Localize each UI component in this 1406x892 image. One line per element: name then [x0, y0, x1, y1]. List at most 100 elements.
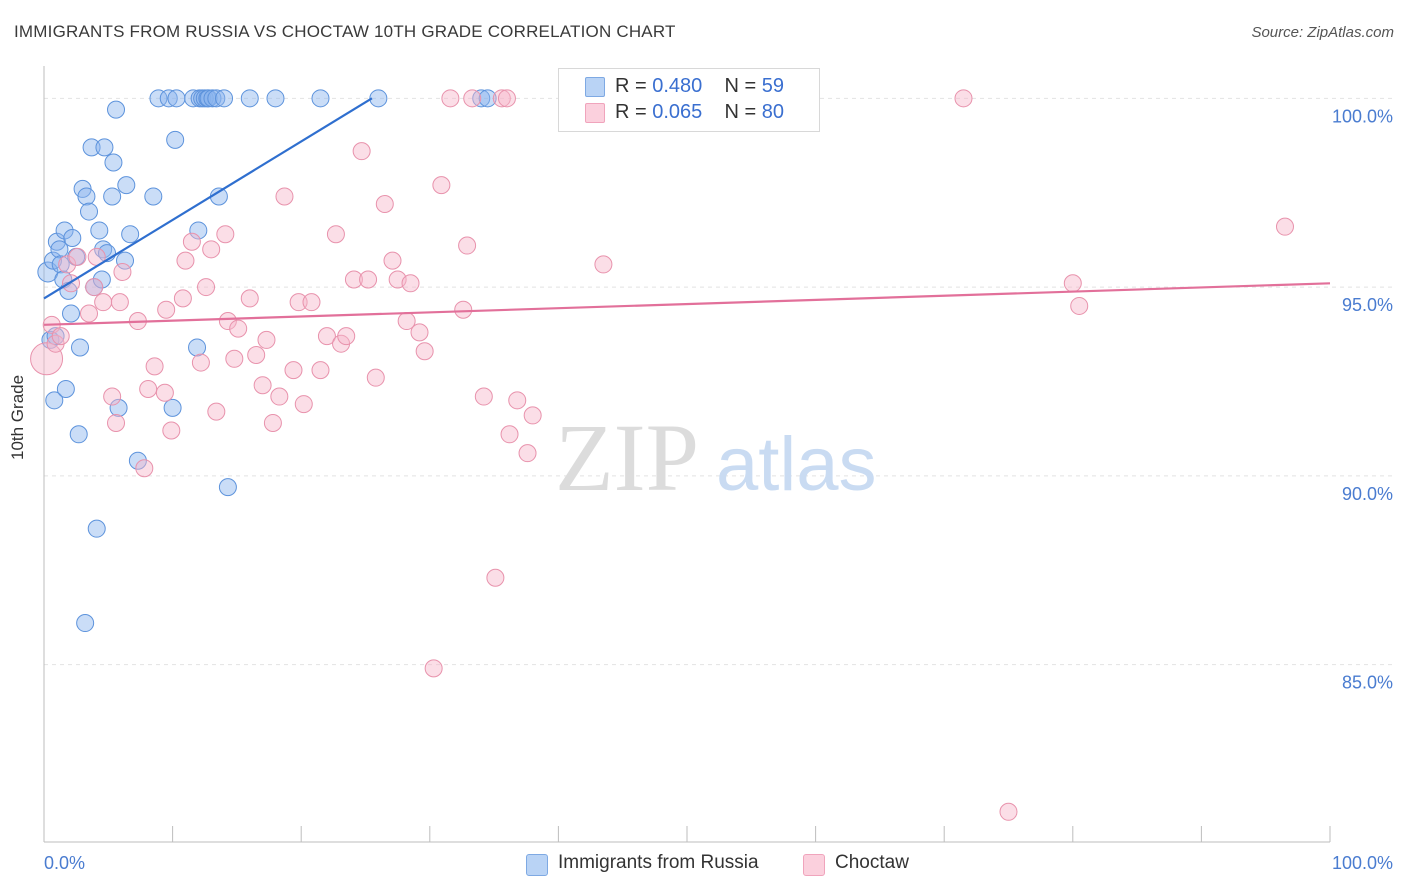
point-0-16 — [71, 338, 90, 357]
legend-r-value-choctaw: 0.065 — [652, 101, 703, 123]
point-1-66 — [474, 387, 493, 406]
watermark: ZIP atlas — [555, 404, 877, 511]
point-1-3 — [51, 327, 70, 346]
point-1-38 — [270, 387, 289, 406]
point-1-51 — [359, 270, 378, 289]
y-tick-label-2: 90.0% — [1342, 484, 1393, 504]
y-tick-label-3: 85.0% — [1342, 673, 1393, 693]
point-0-32 — [116, 251, 135, 270]
point-0-56 — [266, 89, 285, 108]
point-0-19 — [80, 202, 99, 221]
point-1-12 — [107, 413, 126, 432]
point-1-22 — [173, 289, 192, 308]
point-0-28 — [103, 187, 122, 206]
point-1-26 — [197, 278, 216, 297]
legend-r-label: R = — [615, 101, 647, 123]
point-1-60 — [424, 659, 443, 678]
point-1-20 — [157, 300, 176, 319]
point-1-54 — [383, 251, 402, 270]
point-1-71 — [518, 444, 537, 463]
point-0-15 — [69, 425, 88, 444]
point-0-51 — [207, 89, 226, 108]
y-tick-label-1: 95.0% — [1342, 295, 1393, 315]
y-tick-label-0: 100.0% — [1332, 106, 1393, 126]
point-1-14 — [113, 262, 132, 281]
point-1-11 — [103, 387, 122, 406]
point-0-30 — [107, 100, 126, 119]
point-1-27 — [202, 240, 221, 259]
point-1-18 — [145, 357, 164, 376]
point-0-13 — [63, 228, 82, 247]
point-1-69 — [500, 425, 519, 444]
point-0-53 — [215, 89, 234, 108]
point-1-13 — [110, 293, 129, 312]
point-1-46 — [326, 225, 345, 244]
point-1-32 — [229, 319, 248, 338]
point-1-59 — [415, 342, 434, 361]
point-0-31 — [109, 398, 128, 417]
point-0-29 — [104, 153, 123, 172]
point-0-35 — [128, 451, 147, 470]
legend-n-value-choctaw: 80 — [761, 101, 785, 123]
bottom-legend-label-choctaw: Choctaw — [835, 852, 909, 873]
point-0-33 — [117, 176, 136, 195]
point-0-38 — [159, 89, 178, 108]
point-0-7 — [51, 255, 70, 274]
point-0-40 — [167, 89, 186, 108]
point-1-24 — [182, 232, 201, 251]
point-1-16 — [135, 459, 154, 478]
point-0-20 — [82, 138, 101, 157]
point-1-73 — [594, 255, 613, 274]
point-1-64 — [458, 236, 477, 255]
point-1-30 — [218, 312, 237, 331]
point-1-7 — [80, 304, 99, 323]
point-0-44 — [188, 338, 207, 357]
axes — [43, 66, 1331, 843]
point-1-75 — [954, 89, 973, 108]
gridlines — [44, 97, 1395, 666]
point-1-58 — [410, 323, 429, 342]
point-0-43 — [189, 221, 208, 240]
point-1-78 — [1070, 296, 1089, 315]
point-1-68 — [492, 89, 511, 108]
point-1-35 — [253, 376, 272, 395]
point-1-34 — [247, 346, 266, 365]
point-1-65 — [463, 89, 482, 108]
point-1-57 — [401, 274, 420, 293]
point-1-77 — [1063, 274, 1082, 293]
point-1-36 — [257, 330, 276, 349]
point-1-61 — [432, 176, 451, 195]
point-1-63 — [454, 300, 473, 319]
point-1-33 — [240, 289, 259, 308]
point-0-59 — [472, 89, 491, 108]
point-1-70 — [508, 391, 527, 410]
legend-r-label: R = — [615, 75, 647, 97]
point-0-3 — [46, 327, 65, 346]
point-1-0 — [30, 342, 64, 376]
point-0-54 — [218, 478, 237, 497]
point-0-39 — [163, 398, 182, 417]
legend-swatch-russia — [585, 77, 605, 97]
bottom-legend-swatch-choctaw — [803, 854, 825, 876]
point-0-37 — [149, 89, 168, 108]
watermark-zip: ZIP — [555, 404, 699, 511]
point-0-55 — [240, 89, 259, 108]
trend-line-1 — [43, 282, 1331, 326]
point-1-41 — [289, 293, 308, 312]
point-1-31 — [225, 349, 244, 368]
point-1-10 — [94, 293, 113, 312]
point-1-62 — [441, 89, 460, 108]
point-0-57 — [311, 89, 330, 108]
trend-lines — [43, 97, 1331, 326]
point-1-19 — [155, 383, 174, 402]
point-1-43 — [302, 293, 321, 312]
point-0-6 — [50, 240, 69, 259]
point-1-29 — [216, 225, 235, 244]
point-0-10 — [56, 379, 75, 398]
series-immigrants-from-russia-points — [37, 89, 497, 633]
point-1-50 — [352, 142, 371, 161]
point-0-36 — [144, 187, 163, 206]
point-1-40 — [284, 361, 303, 380]
point-1-80 — [497, 89, 516, 108]
